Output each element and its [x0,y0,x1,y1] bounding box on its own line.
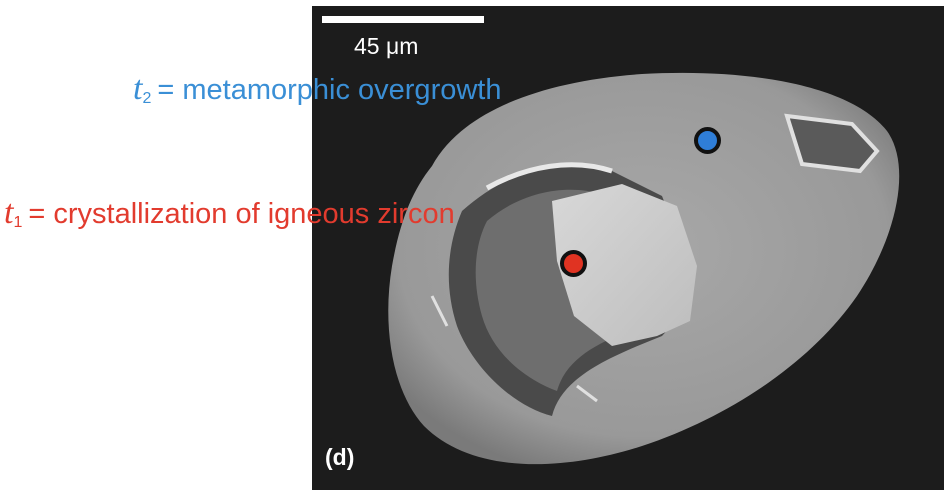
panel-label: (d) [325,444,355,470]
zircon-grain-drawing [388,72,900,465]
t2-variable: t [133,70,143,107]
igneous-core-marker [560,250,587,277]
scale-bar [322,16,484,23]
t1-variable: t [4,194,14,231]
annotation-t1: t1 = crystallization of igneous zircon [4,196,455,236]
t1-text: = crystallization of igneous zircon [28,198,455,230]
annotation-t2: t2 = metamorphic overgrowth [133,72,501,112]
t1-subscript: 1 [13,214,23,231]
scale-bar-label: 45 μm [354,33,419,59]
bright-crack-2 [576,384,598,403]
zircon-cl-image [312,6,944,490]
t2-subscript: 2 [142,90,152,107]
bright-crack [430,295,449,327]
bright-inclusion [784,113,880,174]
t2-text: = metamorphic overgrowth [157,74,502,106]
igneous-core [552,184,697,346]
bright-rim-edge [485,162,613,191]
metamorphic-rim-marker [694,127,721,154]
